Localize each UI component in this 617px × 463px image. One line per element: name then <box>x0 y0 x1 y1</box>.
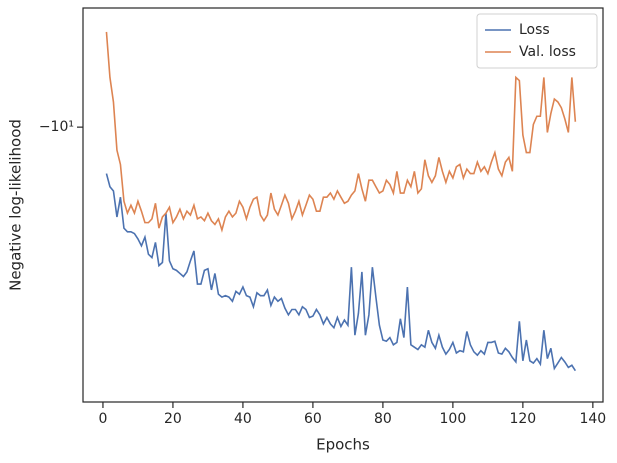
x-tick-label: 40 <box>234 411 252 427</box>
x-tick-label: 100 <box>440 411 467 427</box>
legend-box <box>476 13 598 69</box>
y-axis-label: Negative log-likelihood <box>7 119 25 291</box>
x-tick-label: 80 <box>374 411 392 427</box>
x-tick-label: 120 <box>509 411 536 427</box>
line-series <box>105 173 577 372</box>
legend-label: Loss <box>519 22 550 38</box>
x-tick-label: 140 <box>579 411 606 427</box>
line-series <box>105 31 577 233</box>
x-tick-label: 60 <box>304 411 322 427</box>
legend-label: Val. loss <box>519 44 576 60</box>
x-axis-label: Epochs <box>316 436 370 454</box>
plot-frame <box>82 7 604 403</box>
x-tick-label: 20 <box>164 411 182 427</box>
x-tick-label: 0 <box>98 411 107 427</box>
legend: Loss Val. loss <box>476 13 598 69</box>
y-tick-label: −10¹ <box>39 119 74 135</box>
